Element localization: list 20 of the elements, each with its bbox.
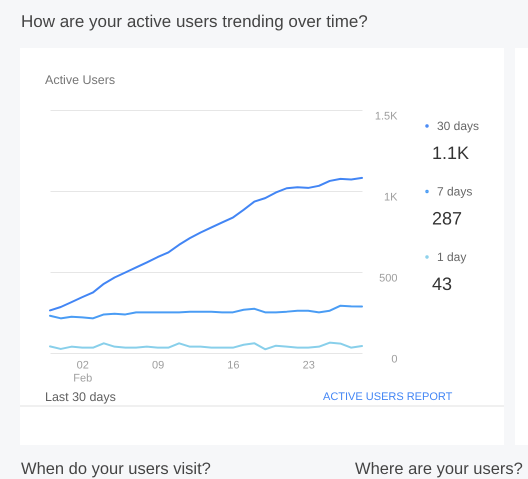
text: 287 xyxy=(432,208,462,228)
chart-title: How are your active users trending over time? xyxy=(21,12,368,31)
y-tick-label: 500 xyxy=(379,272,398,284)
x-tick-label: 23 xyxy=(302,360,315,372)
text: When do your users visit? xyxy=(21,460,211,478)
chart-subtitle: Active Users xyxy=(45,73,116,87)
y-tick-label: 1.5K xyxy=(374,110,398,122)
legend-label: 30 days xyxy=(437,119,480,133)
text: 1.1K xyxy=(432,143,470,163)
x-tick-label: 09 xyxy=(152,360,164,372)
legend-label: 7 days xyxy=(437,184,472,198)
x-tick-label: 16 xyxy=(227,360,240,372)
text: 43 xyxy=(432,274,452,294)
text: Where are your users? xyxy=(355,460,523,478)
text: ACTIVE USERS REPORT xyxy=(323,391,453,403)
x-tick-label: 02 Feb xyxy=(73,360,92,384)
y-tick-label: 0 xyxy=(391,354,398,366)
text: Last 30 days xyxy=(45,390,116,404)
y-tick-label: 1K xyxy=(384,192,398,204)
legend-label: 1 day xyxy=(437,250,466,264)
